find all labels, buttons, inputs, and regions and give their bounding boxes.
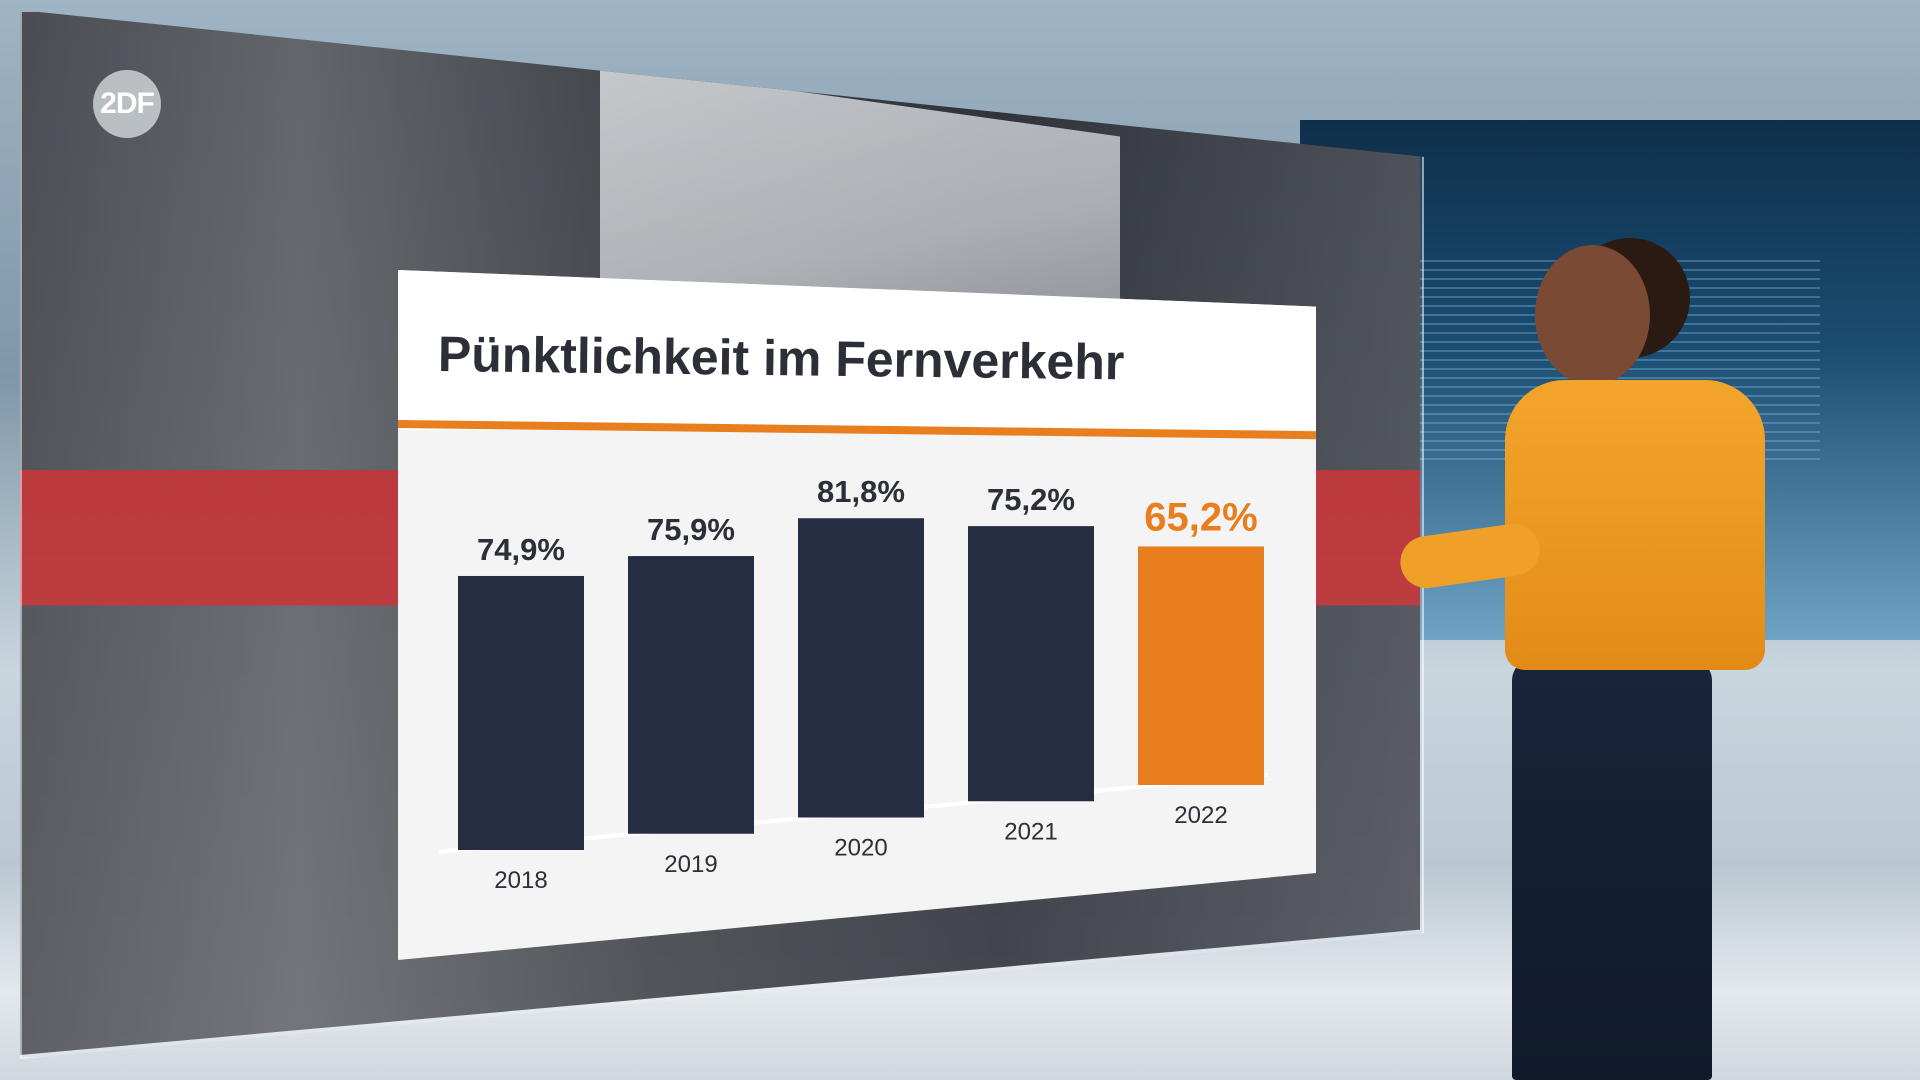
bar-2020 [798, 518, 924, 818]
category-label-2019: 2019 [664, 851, 717, 878]
value-label-2021: 75,2% [987, 482, 1075, 517]
presenter-legs [1512, 660, 1712, 1080]
value-label-2019: 75,9% [647, 512, 735, 547]
category-label-2022: 2022 [1174, 802, 1227, 829]
bar-chart: 74,9% 2018 75,9% 2019 81,8% 2020 75,2% 2021 65,2… [437, 474, 1269, 894]
bar-2021 [968, 526, 1094, 802]
bar-2022 [1138, 546, 1264, 785]
broadcaster-logo: 2DF [93, 70, 161, 138]
chart-panel: Pünktlichkeit im Fernverkehr 74,9% 2018 75… [398, 270, 1316, 960]
value-label-2018: 74,9% [477, 532, 565, 567]
category-label-2018: 2018 [494, 867, 547, 894]
presenter-head [1535, 245, 1650, 385]
presenter-blouse [1505, 380, 1765, 670]
bar-2018 [458, 575, 584, 850]
category-label-2020: 2020 [834, 835, 887, 862]
value-label-2020: 81,8% [817, 474, 905, 509]
category-label-2021: 2021 [1004, 818, 1057, 845]
value-label-2022: 65,2% [1144, 495, 1257, 539]
bar-2019 [628, 556, 754, 834]
